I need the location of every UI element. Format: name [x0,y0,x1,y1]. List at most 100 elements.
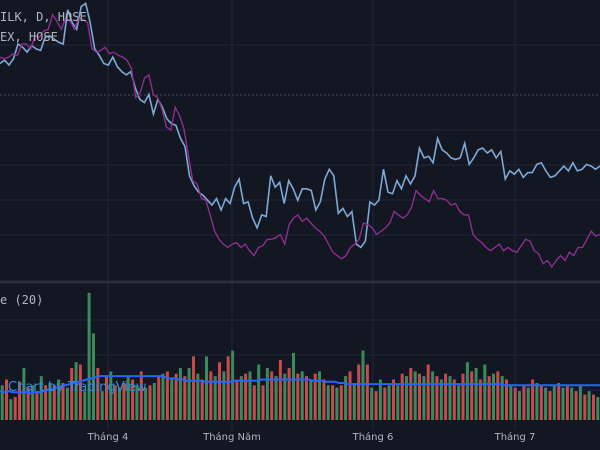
volume-bar [287,368,291,420]
price-lines [0,1,600,269]
volume-bar [583,394,587,420]
volume-bar [174,373,178,420]
volume-bar [418,373,421,420]
volume-bar [270,371,274,420]
volume-bar [22,368,26,420]
volume-bar [387,385,391,420]
volume-bar [144,387,148,420]
volume-ma [0,375,600,395]
volume-bar [261,385,265,420]
volume-bar [178,368,182,420]
volume-bar [61,383,65,420]
volume-bar [322,379,326,420]
volume-bar [165,371,169,420]
volume-bar [361,350,365,420]
volume-bar [131,379,135,420]
volume-bar [557,383,561,420]
volume-label: e (20) [0,293,44,307]
volume-bar [83,391,87,420]
volume-bar [570,387,574,420]
volume-bar [413,371,417,420]
volume-bar [257,364,261,420]
volume-bar [522,385,526,420]
volume-bar [35,391,39,420]
volume-bar [348,371,352,420]
x-tick-label: Tháng 7 [494,432,536,443]
volume-bar [187,368,191,420]
volume-bar [448,376,452,420]
volume-bar [574,391,578,420]
volume-bar [478,379,482,420]
volume-bar [231,350,235,420]
volume-bar [335,387,339,420]
volume-bar [218,362,221,420]
volume-bar [457,385,461,420]
volume-bar [470,371,474,420]
volume-bar [500,376,504,420]
volume-bar [487,376,491,420]
volume-bar [226,356,230,420]
volume-bar [396,385,400,420]
volume-bar [318,371,321,420]
volume-bar [209,371,213,420]
volume-bar [492,373,495,420]
volume-bar [292,352,295,420]
volume-bar [539,385,543,420]
volume-bar [461,373,465,420]
volume-grid [0,319,600,391]
volume-bar [126,376,130,420]
volume-bar [331,385,335,420]
volume-bar [157,376,161,420]
volume-bar [357,364,361,420]
volume-bar [313,373,317,420]
series-line-2 [0,13,600,269]
volume-bars [0,292,600,420]
volume-bar [31,385,35,420]
price-grid [0,0,600,430]
volume-ma-line [0,375,600,395]
volume-bar [78,364,82,420]
volume-bar [370,387,374,420]
volume-bar [74,362,78,420]
volume-bar [431,371,435,420]
volume-bar [70,368,74,420]
volume-bar [392,379,395,420]
volume-bar [378,379,382,420]
volume-bar [113,385,117,420]
volume-bar [452,379,456,420]
volume-bar [205,356,208,420]
volume-bar [296,373,300,420]
volume-bar [152,383,156,420]
volume-bar [339,385,343,420]
volume-bar [435,376,439,420]
volume-bar [26,387,30,420]
volume-bar [122,383,126,420]
volume-bar [274,376,278,420]
legend-series-2: EX, HOSE [0,30,58,44]
tradingview-watermark[interactable]: Chart by TradingView [8,380,147,395]
volume-bar [592,394,595,420]
x-tick-label: Tháng 4 [87,432,129,443]
volume-bar [252,385,256,420]
volume-bar [96,368,100,420]
volume-bar [48,383,52,420]
volume-bar [0,385,4,420]
volume-bar [561,387,565,420]
volume-bar [531,379,535,420]
volume-bar [192,356,195,420]
volume-bar [405,376,408,420]
volume-bar [57,379,61,420]
volume-bar [578,385,582,420]
volume-bar [200,379,204,420]
volume-bar [161,373,165,420]
volume-bar [444,373,448,420]
volume-bar [587,391,591,420]
volume-bar [309,379,313,420]
volume-bar [439,379,443,420]
volume-bar [518,391,521,420]
volume-bar [513,387,517,420]
volume-bar [18,381,21,420]
volume-bar [65,387,69,420]
volume-bar [483,364,487,420]
